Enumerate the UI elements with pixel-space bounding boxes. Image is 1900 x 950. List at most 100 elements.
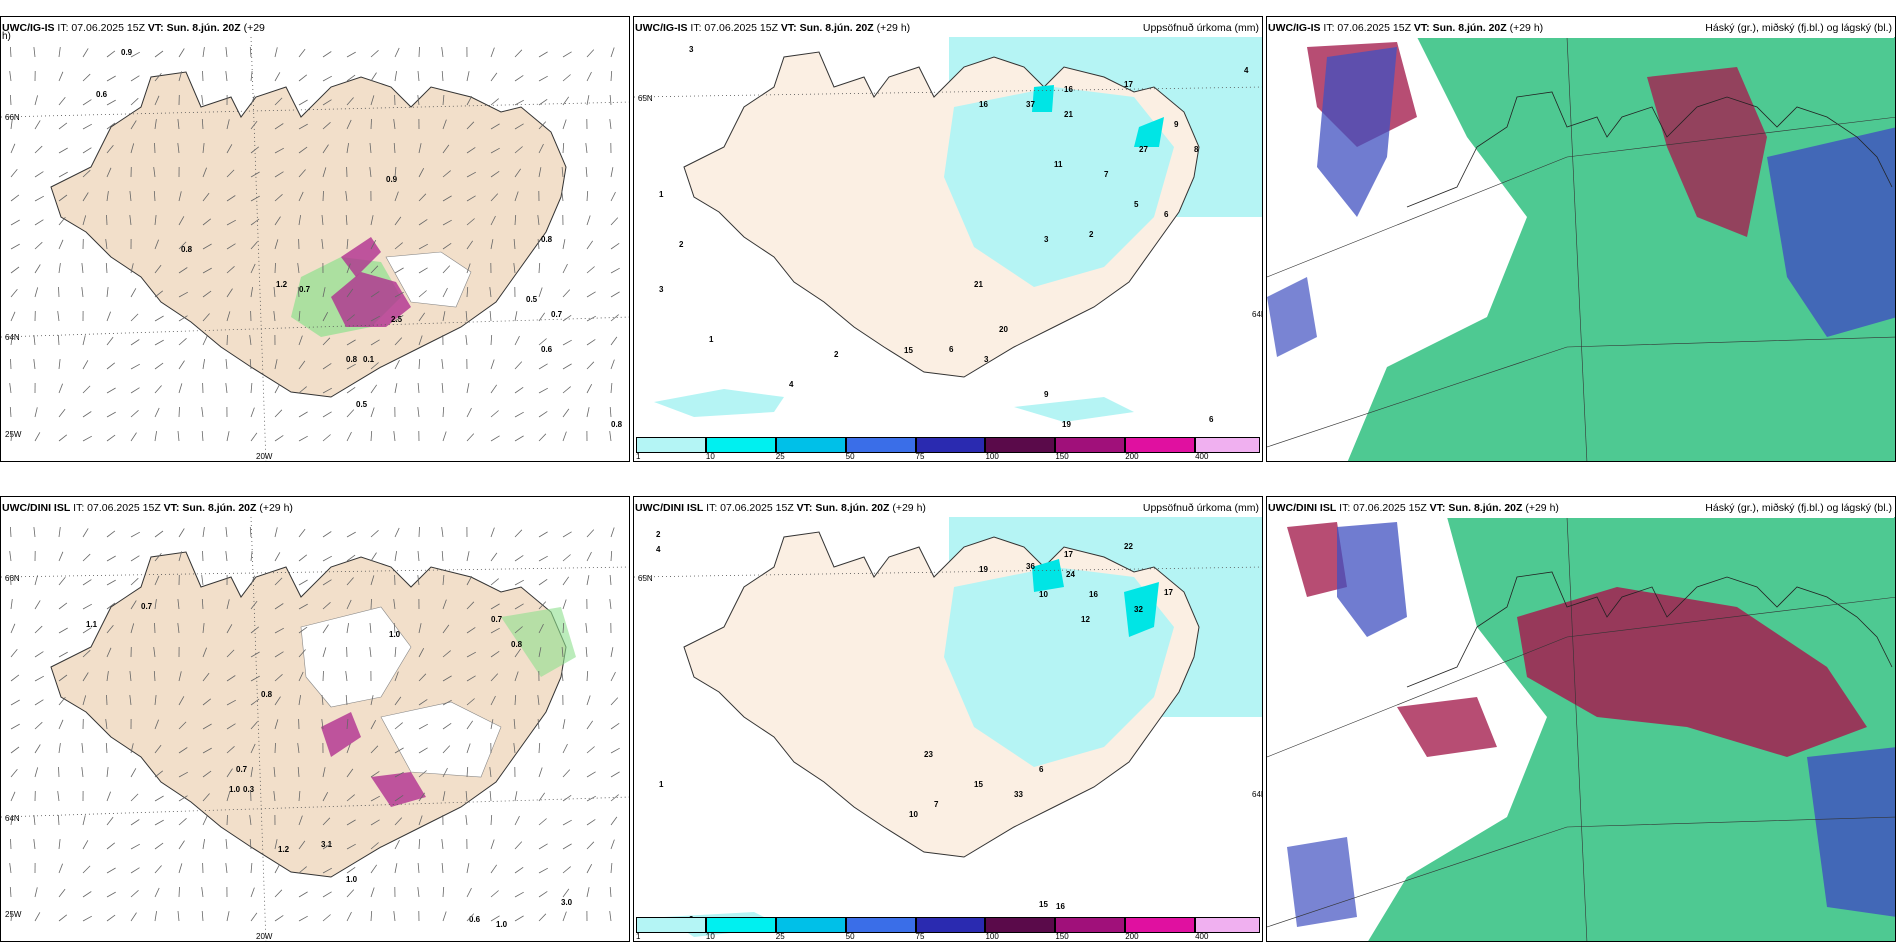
wind-barb [418, 312, 426, 322]
wind-barb [609, 911, 612, 922]
value-label: 12 [1081, 615, 1090, 624]
wind-barb [130, 843, 140, 850]
colorbar-box [1125, 437, 1196, 453]
wind-barb [466, 218, 475, 226]
value-label: 21 [1064, 110, 1073, 119]
wind-barb [586, 746, 595, 754]
panel-dini-clouds: UWC/DINI ISL IT: 07.06.2025 15Z VT: Sun.… [1266, 496, 1896, 942]
lead-time: (+29 h) [1522, 502, 1559, 514]
wind-barb [10, 289, 18, 298]
iceland-land [50, 551, 567, 878]
value-label: 17 [1164, 588, 1173, 597]
wind-barb [321, 214, 324, 226]
wind-barb [562, 911, 567, 922]
wind-barb [562, 119, 567, 130]
wind-barb [538, 143, 544, 154]
value-label: 1.0 [346, 875, 358, 884]
wind-barb [513, 238, 516, 250]
wind-barb [394, 359, 400, 370]
wind-barb [562, 819, 572, 826]
wind-barb [130, 890, 139, 898]
value-label: 19 [979, 565, 988, 574]
wind-barb [586, 771, 596, 778]
wind-barb [466, 743, 471, 754]
wind-barb [298, 603, 308, 610]
wind-barb [106, 816, 114, 826]
wind-barb [130, 387, 140, 394]
wind-barb [129, 695, 132, 706]
valid-time: VT: Sun. 8.jún. 20Z [780, 22, 874, 34]
wind-barb [226, 746, 235, 754]
wind-barb [418, 673, 427, 682]
wind-barb [345, 694, 348, 706]
wind-barb [442, 650, 451, 658]
wind-barb [34, 744, 41, 754]
wind-barb [370, 910, 373, 922]
wind-barb [490, 890, 499, 898]
wind-barb [106, 767, 109, 778]
wind-barb [9, 71, 12, 82]
wind-barb [442, 722, 452, 730]
wind-barb [417, 575, 420, 586]
panel-header: UWC/IG-IS IT: 07.06.2025 15Z VT: Sun. 8.… [1268, 18, 1894, 38]
wind-barb [298, 790, 301, 802]
wind-barb [586, 215, 591, 226]
wind-barb [609, 574, 612, 586]
wind-barb [610, 70, 613, 82]
wind-barb [130, 793, 139, 802]
wind-barb [202, 550, 204, 562]
grid-label: 20W [256, 932, 273, 941]
wind-barb [274, 577, 283, 586]
wind-barb [562, 531, 572, 538]
wind-barb [34, 699, 44, 706]
wind-barb [514, 75, 524, 82]
wind-barb [130, 743, 134, 754]
wind-barb [106, 122, 116, 130]
colorbar-box [845, 437, 916, 453]
wind-barb [201, 407, 204, 418]
wind-barb [274, 384, 281, 394]
wind-barb [106, 625, 114, 634]
wind-barb [177, 143, 180, 154]
wind-barb [442, 675, 452, 682]
colorbar-tick: 1 [636, 932, 641, 941]
wind-barb [514, 841, 523, 850]
wind-barb [202, 815, 208, 826]
wind-barb [298, 528, 306, 538]
wind-barb [370, 339, 380, 346]
wind-barb [154, 385, 162, 394]
wind-barb [178, 338, 187, 346]
wind-barb [514, 168, 522, 178]
value-label: 3 [984, 355, 989, 364]
value-label: 36 [1026, 562, 1035, 571]
wind-barb [322, 122, 331, 130]
wind-barb [106, 602, 116, 610]
wind-barb [154, 887, 160, 898]
wind-barb [273, 311, 276, 322]
value-label: 4 [1244, 66, 1249, 75]
wind-barb [562, 843, 572, 850]
wind-barb [610, 291, 620, 298]
colorbar-tick: 150 [1055, 452, 1069, 461]
wind-barb [58, 914, 68, 922]
wind-barb [346, 843, 356, 850]
value-label: 17 [1064, 550, 1073, 559]
wind-barb [10, 311, 16, 322]
wind-barb [226, 243, 236, 250]
wind-barb [586, 407, 590, 418]
cloud-low-3 [1287, 837, 1357, 927]
wind-barb [538, 411, 548, 418]
wind-barb [322, 817, 331, 826]
wind-barb [586, 795, 596, 802]
wind-barb [514, 361, 523, 370]
wind-barb [562, 239, 566, 250]
wind-barb [322, 337, 331, 346]
wind-barb [610, 862, 613, 874]
wind-barb [225, 383, 228, 394]
wind-barb [202, 672, 210, 682]
wind-barb [514, 791, 518, 802]
lead-time: (+29 h) [256, 502, 293, 514]
wind-barb [418, 648, 425, 658]
wind-barb [178, 71, 183, 82]
map-canvas: 66N 64N 25W 20W 0.7 1.1 0.7 0.8 1.0 0.8 … [1, 516, 629, 941]
